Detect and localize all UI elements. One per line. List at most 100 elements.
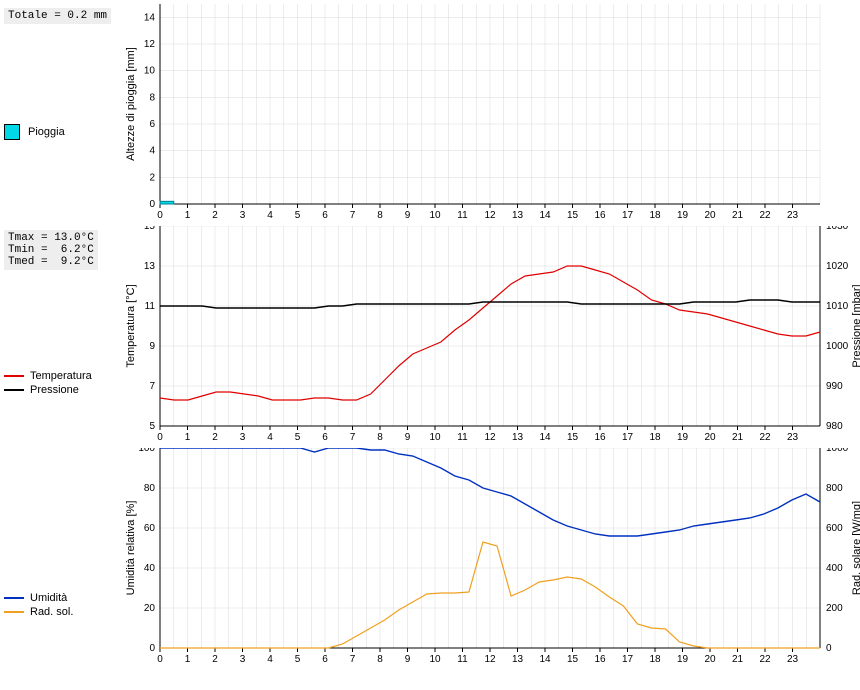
svg-text:6: 6 [322, 432, 328, 443]
svg-text:6: 6 [322, 210, 328, 221]
legend-item: Umidità [4, 592, 124, 604]
svg-text:7: 7 [350, 654, 356, 665]
svg-text:11: 11 [457, 210, 468, 221]
svg-text:100: 100 [138, 448, 155, 454]
svg-text:0: 0 [157, 432, 163, 443]
svg-text:11: 11 [457, 432, 468, 443]
svg-text:14: 14 [539, 654, 551, 665]
svg-text:11: 11 [145, 301, 156, 312]
svg-text:12: 12 [144, 39, 156, 50]
rain-panel-row: Totale = 0.2 mm Pioggia 02468101214Altez… [4, 4, 860, 226]
svg-text:4: 4 [149, 146, 155, 157]
legend-swatch-line [4, 375, 24, 377]
rain-legend: Pioggia [4, 124, 124, 140]
legend-swatch-line [4, 389, 24, 391]
svg-text:0: 0 [149, 199, 155, 210]
svg-text:19: 19 [677, 654, 689, 665]
svg-text:15: 15 [567, 654, 579, 665]
svg-text:1: 1 [185, 654, 191, 665]
svg-text:6: 6 [322, 654, 328, 665]
temp-chart: 579111315Temperatura [°C]980990100010101… [124, 226, 860, 448]
svg-text:0: 0 [157, 654, 163, 665]
temp-left-col: Tmax = 13.0°C Tmin = 6.2°C Tmed = 9.2°C … [4, 226, 124, 398]
svg-text:2: 2 [149, 172, 155, 183]
svg-text:1: 1 [185, 432, 191, 443]
hum-left-col: Umidità Rad. sol. [4, 448, 124, 620]
svg-text:8: 8 [377, 654, 383, 665]
weather-charts-container: Totale = 0.2 mm Pioggia 02468101214Altez… [4, 4, 860, 670]
svg-text:80: 80 [144, 483, 156, 494]
svg-text:40: 40 [144, 563, 156, 574]
svg-text:8: 8 [377, 432, 383, 443]
svg-text:8: 8 [149, 92, 155, 103]
svg-text:0: 0 [826, 643, 832, 654]
svg-text:19: 19 [677, 432, 689, 443]
svg-text:11: 11 [457, 654, 468, 665]
svg-text:18: 18 [649, 432, 661, 443]
legend-label: Temperatura [30, 370, 92, 382]
svg-text:2: 2 [212, 210, 218, 221]
svg-text:10: 10 [429, 654, 441, 665]
svg-text:3: 3 [240, 210, 246, 221]
svg-text:1030: 1030 [826, 226, 849, 232]
svg-text:23: 23 [787, 654, 799, 665]
svg-text:21: 21 [732, 654, 744, 665]
svg-text:16: 16 [594, 210, 606, 221]
svg-text:Altezze di pioggia [mm]: Altezze di pioggia [mm] [125, 47, 137, 161]
svg-text:9: 9 [405, 210, 411, 221]
svg-text:1010: 1010 [826, 301, 849, 312]
svg-text:60: 60 [144, 523, 156, 534]
svg-text:10: 10 [429, 432, 441, 443]
svg-text:5: 5 [295, 210, 301, 221]
hum-legend: Umidità Rad. sol. [4, 592, 124, 618]
svg-text:0: 0 [157, 210, 163, 221]
svg-text:17: 17 [622, 432, 634, 443]
svg-text:Umidità relativa [%]: Umidità relativa [%] [125, 501, 137, 596]
svg-text:13: 13 [144, 261, 156, 272]
svg-text:Temperatura [°C]: Temperatura [°C] [125, 284, 137, 367]
svg-text:10: 10 [429, 210, 441, 221]
temp-svg: 579111315Temperatura [°C]980990100010101… [124, 226, 860, 448]
temp-legend: Temperatura Pressione [4, 370, 124, 396]
svg-text:9: 9 [405, 654, 411, 665]
legend-label: Rad. sol. [30, 606, 73, 618]
svg-text:13: 13 [512, 654, 524, 665]
svg-text:21: 21 [732, 210, 744, 221]
svg-text:1000: 1000 [826, 341, 849, 352]
svg-text:990: 990 [826, 381, 843, 392]
svg-text:12: 12 [484, 210, 496, 221]
svg-text:18: 18 [649, 654, 661, 665]
svg-text:13: 13 [512, 210, 524, 221]
svg-text:18: 18 [649, 210, 661, 221]
svg-text:Pressione [mbar]: Pressione [mbar] [851, 284, 860, 367]
temp-panel-row: Tmax = 13.0°C Tmin = 6.2°C Tmed = 9.2°C … [4, 226, 860, 448]
legend-swatch-box [4, 124, 20, 140]
svg-text:7: 7 [350, 210, 356, 221]
legend-item: Pressione [4, 384, 124, 396]
svg-text:16: 16 [594, 432, 606, 443]
svg-text:17: 17 [622, 654, 634, 665]
svg-text:22: 22 [759, 210, 771, 221]
svg-text:7: 7 [149, 381, 155, 392]
svg-text:7: 7 [350, 432, 356, 443]
svg-text:5: 5 [295, 654, 301, 665]
svg-text:5: 5 [295, 432, 301, 443]
svg-text:12: 12 [484, 654, 496, 665]
svg-text:1020: 1020 [826, 261, 849, 272]
svg-text:200: 200 [826, 603, 843, 614]
svg-text:16: 16 [594, 654, 606, 665]
svg-text:12: 12 [484, 432, 496, 443]
svg-text:10: 10 [144, 66, 156, 77]
svg-text:8: 8 [377, 210, 383, 221]
hum-chart: 020406080100Umidità relativa [%]02004006… [124, 448, 860, 670]
svg-text:22: 22 [759, 432, 771, 443]
svg-text:4: 4 [267, 210, 273, 221]
svg-text:14: 14 [539, 432, 551, 443]
svg-text:9: 9 [405, 432, 411, 443]
svg-text:400: 400 [826, 563, 843, 574]
svg-text:19: 19 [677, 210, 689, 221]
svg-text:1: 1 [185, 210, 191, 221]
legend-label: Pressione [30, 384, 79, 396]
svg-text:4: 4 [267, 654, 273, 665]
svg-text:21: 21 [732, 432, 744, 443]
